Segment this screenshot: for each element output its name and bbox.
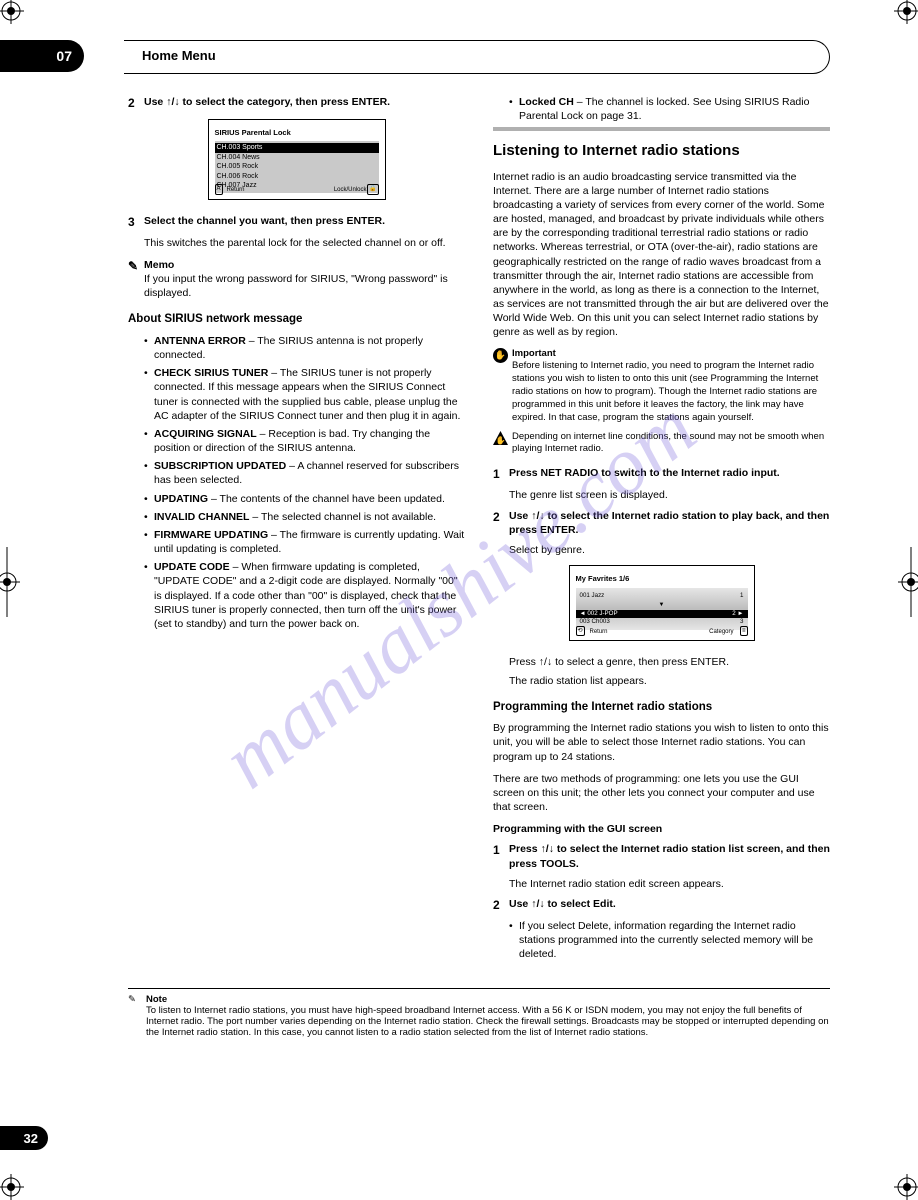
return-icon: ⟲ [576,626,585,636]
section-divider [493,127,830,131]
crop-mark-icon [894,0,918,24]
intro-para: Internet radio is an audio broadcasting … [493,170,830,340]
footnote: ✎ NoteTo listen to Internet radio statio… [128,994,830,1038]
memo-row: ✎ MemoIf you input the wrong password fo… [128,258,465,301]
page-body: 2 Use ↑/↓ to select the category, then p… [128,95,830,966]
msg-item: •UPDATE CODE – When firmware updating is… [144,560,465,631]
radio-step-1: 1 Press NET RADIO to switch to the Inter… [493,466,830,482]
radio-step-2: 2 Use ↑/↓ to select the Internet radio s… [493,509,830,537]
prog-step-1: 1 Press ↑/↓ to select the Internet radio… [493,842,830,870]
crop-mark-icon [0,1174,24,1200]
category-icon: ≡ [740,626,748,636]
screen-favorites: My Favrites 1/6 001 Jazz1 ▼ ◄ 002 J-POP2… [569,565,755,641]
header-title: Home Menu [142,48,216,63]
crop-mark-icon [894,1174,918,1200]
msg-item: •INVALID CHANNEL – The selected channel … [144,510,465,524]
page-number: 32 [0,1126,48,1150]
caution-icon: ✋ [493,431,508,445]
screen-return-icon: A [215,184,223,194]
step-3-explain: This switches the parental lock for the … [144,236,465,250]
msg-item: •CHECK SIRIUS TUNER – The SIRIUS tuner i… [144,366,465,423]
side-mark-icon [898,547,918,617]
footnote-rule [128,988,830,989]
msg-item: •Locked CH – The channel is locked. See … [509,95,830,123]
header-bar [124,40,830,74]
left-column: 2 Use ↑/↓ to select the category, then p… [128,95,465,966]
programming-head: Programming the Internet radio stations [493,700,830,716]
screen-parental-lock: SIRIUS Parental Lock CH.003 Sports CH.00… [208,119,386,199]
msg-item: •SUBSCRIPTION UPDATED – A channel reserv… [144,459,465,487]
svg-text:✋: ✋ [496,435,506,445]
section-title: Listening to Internet radio stations [493,141,830,161]
msg-item: •ACQUIRING SIGNAL – Reception is bad. Tr… [144,427,465,455]
gui-programming-head: Programming with the GUI screen [493,822,830,836]
note-icon: ✎ [128,994,142,1038]
crop-mark-icon [0,0,24,24]
msg-item: •ANTENNA ERROR – The SIRIUS antenna is n… [144,334,465,362]
pointer-row: ✋ Depending on internet line conditions,… [493,431,830,457]
right-column: •Locked CH – The channel is locked. See … [493,95,830,966]
side-mark-icon [0,547,20,617]
step-3: 3 Select the channel you want, then pres… [128,214,465,230]
step-2: 2 Use ↑/↓ to select the category, then p… [128,95,465,111]
prog-step-2: 2 Use ↑/↓ to select Edit. [493,897,830,913]
important-row: ✋ ImportantBefore listening to Internet … [493,348,830,425]
hand-icon: ✋ [493,348,508,363]
screen-lock-icon: 🔒 [367,184,378,194]
network-message-head: About SIRIUS network message [128,312,465,328]
msg-item: •UPDATING – The contents of the channel … [144,492,465,506]
msg-item: •FIRMWARE UPDATING – The firmware is cur… [144,528,465,556]
section-number-tab: 07 [0,40,84,72]
delete-bullet: •If you select Delete, information regar… [509,919,830,962]
